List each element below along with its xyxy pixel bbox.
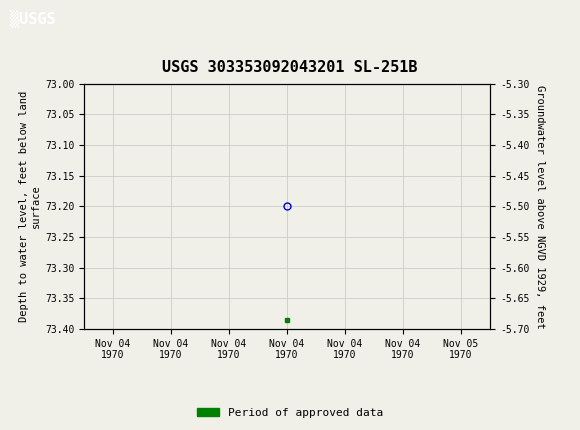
Text: USGS 303353092043201 SL-251B: USGS 303353092043201 SL-251B: [162, 60, 418, 75]
Y-axis label: Groundwater level above NGVD 1929, feet: Groundwater level above NGVD 1929, feet: [535, 85, 545, 328]
Legend: Period of approved data: Period of approved data: [193, 403, 387, 422]
Text: ▒USGS: ▒USGS: [10, 10, 56, 28]
Y-axis label: Depth to water level, feet below land
surface: Depth to water level, feet below land su…: [19, 91, 41, 322]
